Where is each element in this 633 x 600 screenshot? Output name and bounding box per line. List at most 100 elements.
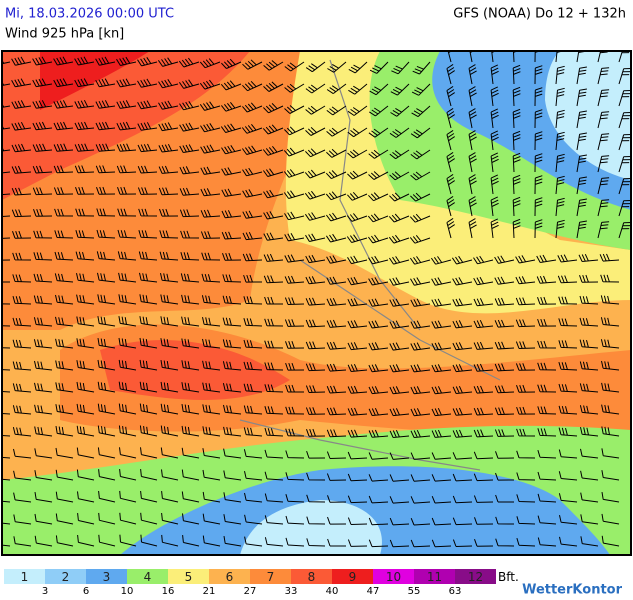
wind-barb: [243, 318, 263, 327]
wind-barb: [285, 362, 305, 371]
wind-barb: [116, 121, 137, 131]
wind-barb: [54, 208, 74, 217]
wind-barb: [222, 252, 242, 261]
wind-barb: [537, 493, 557, 503]
wind-barb: [512, 196, 521, 217]
wind-barb: [53, 56, 74, 66]
wind-barb: [139, 403, 158, 415]
wind-barb: [516, 472, 536, 481]
wind-barb: [202, 426, 221, 437]
wind-barb: [304, 190, 326, 200]
wind-barb: [263, 81, 284, 92]
wind-barb: [490, 218, 499, 239]
wind-barb: [139, 381, 158, 393]
wind-barb: [160, 425, 179, 437]
wind-barb: [555, 131, 565, 151]
wind-barb: [264, 537, 284, 547]
wind-barb: [618, 156, 631, 173]
wind-barb: [347, 320, 368, 329]
wind-barb: [558, 449, 578, 459]
wind-barb: [137, 165, 158, 174]
wind-barb: [32, 56, 53, 66]
wind-barb: [97, 403, 116, 415]
wind-barb: [537, 384, 557, 393]
wind-barb: [200, 144, 221, 154]
wind-barb: [55, 447, 74, 459]
wind-barb: [512, 51, 519, 63]
area: [40, 51, 150, 110]
wind-barb: [347, 191, 368, 201]
wind-barb: [284, 211, 305, 221]
wind-barb: [180, 230, 200, 239]
wind-barb: [242, 253, 263, 262]
wind-barb: [601, 492, 620, 503]
area: [240, 500, 382, 555]
legend-threshold: 3: [42, 586, 48, 597]
wind-barb: [452, 320, 473, 329]
wind-barb: [389, 429, 410, 438]
wind-barb: [243, 274, 263, 283]
wind-barb: [431, 474, 452, 482]
wind-barb: [284, 83, 305, 93]
wind-barb: [534, 153, 543, 173]
wind-barb: [11, 143, 32, 153]
wind-barb: [327, 495, 347, 503]
wind-barb: [13, 492, 32, 503]
wind-barb: [222, 295, 242, 305]
wind-barb: [138, 251, 158, 261]
wind-barb: [597, 177, 610, 195]
wind-barb: [431, 517, 452, 526]
wind-barb: [368, 452, 389, 460]
wind-barb: [221, 231, 242, 240]
wind-barb: [137, 100, 158, 110]
brand: WetterKontor: [522, 583, 623, 598]
wind-barb: [601, 382, 620, 393]
wind-barb: [55, 535, 74, 547]
wind-barb: [600, 295, 620, 305]
wind-barb: [368, 255, 389, 265]
wind-barb: [537, 471, 557, 481]
wind-barb: [285, 515, 305, 525]
wind-barb: [76, 381, 95, 393]
wind-barb: [534, 87, 543, 107]
wind-barb: [512, 174, 521, 195]
wind-barb: [516, 428, 536, 437]
wind-barb: [410, 408, 431, 417]
wind-barb: [34, 535, 53, 547]
wind-barb: [515, 297, 536, 306]
wind-barb: [199, 79, 221, 90]
legend-threshold: 16: [162, 586, 175, 597]
wind-barb: [12, 317, 32, 327]
wind-barb: [222, 274, 242, 283]
wind-barb: [326, 385, 347, 394]
legend-class: 1: [21, 570, 29, 584]
wind-barb: [117, 251, 137, 261]
wind-barb: [137, 78, 158, 88]
wind-barb: [576, 132, 587, 151]
wind-barb: [223, 426, 242, 437]
wind-barb: [117, 229, 137, 239]
wind-barb: [33, 339, 53, 349]
wind-barb: [139, 425, 158, 437]
wind-barb: [182, 535, 200, 547]
wind-barb: [55, 316, 74, 327]
wind-barb: [558, 471, 578, 481]
wind-barb: [98, 490, 116, 503]
wind-barb: [347, 276, 368, 286]
wind-barb: [200, 123, 221, 133]
wind-barb: [326, 429, 347, 438]
wind-barb: [158, 187, 179, 196]
wind-barb: [473, 407, 494, 416]
wind-barb: [222, 317, 242, 327]
wind-barb: [11, 78, 32, 88]
wind-barb: [618, 178, 631, 195]
wind-barb: [446, 217, 455, 239]
wind-barb: [160, 272, 179, 283]
wind-barb: [431, 277, 452, 286]
wind-barb: [242, 59, 263, 70]
wind-barb: [537, 537, 557, 547]
legend-swatch: [4, 569, 45, 584]
wind-barb: [410, 539, 431, 548]
wind-barb: [118, 272, 137, 283]
